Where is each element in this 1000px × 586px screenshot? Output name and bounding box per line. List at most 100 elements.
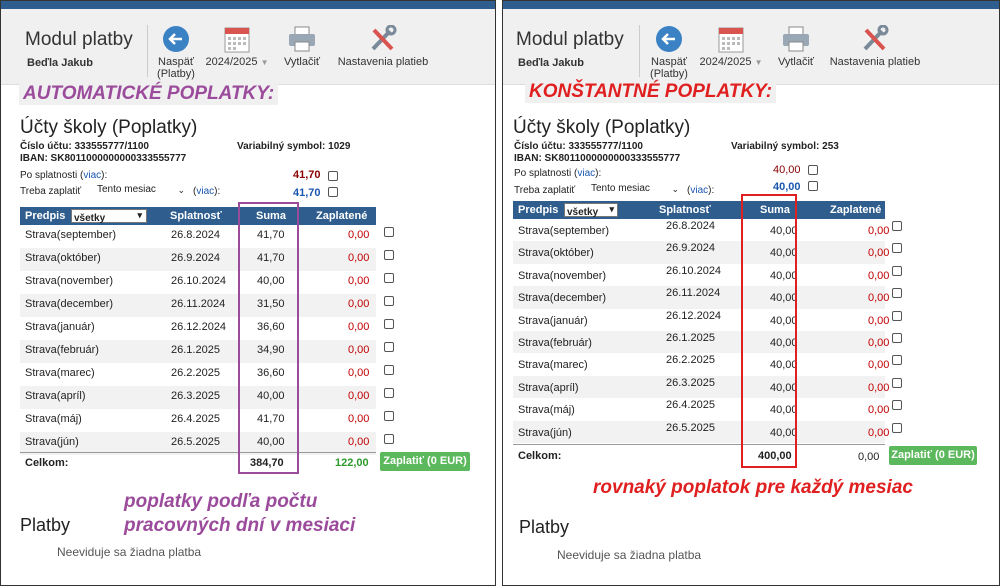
to-pay-more: (viac): <box>687 185 715 196</box>
row-paid: 0,00 <box>868 247 890 260</box>
settings-button[interactable]: Nastavenia platieb <box>333 25 433 68</box>
row-checkbox[interactable] <box>384 296 394 306</box>
row-paid: 0,00 <box>348 344 370 356</box>
row-sum: 36,60 <box>257 367 285 379</box>
to-pay-checkbox[interactable] <box>808 181 818 191</box>
to-pay-label: Treba zaplatiť <box>20 186 82 197</box>
settings-button[interactable]: Nastavenia platieb <box>825 25 925 68</box>
row-date: 26.5.2025 <box>666 421 715 434</box>
calendar-icon <box>718 27 744 53</box>
row-checkbox[interactable] <box>892 243 902 254</box>
row-sum: 40,00 <box>770 314 798 327</box>
pay-button[interactable]: Zaplatiť (0 EUR) <box>380 452 470 471</box>
print-button[interactable]: Vytlačiť <box>773 25 819 68</box>
col-date: Splatnosť <box>659 204 711 216</box>
pay-button[interactable]: Zaplatiť (0 EUR) <box>889 446 977 465</box>
row-date: 26.12.2024 <box>666 309 722 322</box>
to-pay-more-link[interactable]: viac <box>690 185 709 196</box>
to-pay-checkbox[interactable] <box>328 187 338 197</box>
year-selector[interactable]: 2024/2025 ▼ <box>205 25 269 69</box>
row-checkbox[interactable] <box>384 319 394 329</box>
row-checkbox[interactable] <box>384 388 394 398</box>
print-button[interactable]: Vytlačiť <box>279 25 325 68</box>
overdue-checkbox[interactable] <box>808 165 818 175</box>
row-checkbox[interactable] <box>892 310 902 321</box>
row-date: 26.9.2024 <box>171 252 220 264</box>
table-row: Strava(apríl) 26.3.2025 40,00 0,00 <box>20 386 376 409</box>
row-sum: 36,60 <box>257 321 285 333</box>
overdue-checkbox[interactable] <box>328 171 338 181</box>
table-row: Strava(december) 26.11.2024 40,00 0,00 <box>513 286 889 309</box>
overdue-more-link[interactable]: viac <box>83 170 102 181</box>
row-checkbox[interactable] <box>384 250 394 260</box>
row-name: Strava(november) <box>518 269 607 282</box>
row-paid: 0,00 <box>868 292 890 305</box>
row-paid: 0,00 <box>348 275 370 287</box>
year-selector[interactable]: 2024/2025 ▼ <box>699 25 763 69</box>
row-name: Strava(apríl) <box>25 390 86 402</box>
row-checkbox[interactable] <box>892 288 902 299</box>
row-checkbox[interactable] <box>384 342 394 352</box>
variable-symbol: Variabilný symbol: 253 <box>731 141 839 152</box>
row-paid: 0,00 <box>868 314 890 327</box>
row-sum: 40,00 <box>770 225 798 237</box>
row-checkbox[interactable] <box>892 333 902 343</box>
back-button[interactable]: Naspäť (Platby) <box>153 25 199 80</box>
row-checkbox[interactable] <box>384 434 394 444</box>
col-due: Predpis <box>518 204 559 216</box>
account-heading: Účty školy (Poplatky) <box>513 117 691 138</box>
row-checkbox[interactable] <box>892 400 902 411</box>
row-checkbox[interactable] <box>892 422 902 433</box>
total-divider <box>513 444 885 445</box>
filter-select[interactable]: všetky ▾ <box>564 203 618 218</box>
year-label: 2024/2025 <box>699 56 752 68</box>
filter-select[interactable]: všetky ▾ <box>71 209 147 224</box>
row-checkbox[interactable] <box>384 273 394 283</box>
chevron-down-icon: ▼ <box>260 58 269 67</box>
row-date: 26.11.2024 <box>171 298 226 310</box>
row-paid: 0,00 <box>868 359 890 372</box>
to-pay-more-link[interactable]: viac <box>196 186 215 197</box>
row-checkbox[interactable] <box>384 411 394 421</box>
row-checkbox[interactable] <box>892 355 902 366</box>
banner-constant: KONŠTANTNÉ POPLATKY: <box>525 81 777 103</box>
row-name: Strava(december) <box>25 298 114 310</box>
row-checkbox[interactable] <box>892 377 902 388</box>
chevron-down-icon: ▾ <box>137 210 142 220</box>
row-name: Strava(marec) <box>25 367 95 379</box>
row-checkbox[interactable] <box>892 265 902 276</box>
panel-separator <box>495 0 503 586</box>
back-label: Naspäť <box>651 56 687 68</box>
row-checkbox[interactable] <box>384 365 394 375</box>
table-row: Strava(máj) 26.4.2025 40,00 0,00 <box>513 398 889 420</box>
account-number: Číslo účtu: 333555777/1100 <box>514 141 643 152</box>
back-button[interactable]: Naspäť (Platby) <box>646 25 692 80</box>
row-date: 26.5.2025 <box>171 436 220 448</box>
back-arrow-icon <box>163 26 189 52</box>
settings-label: Nastavenia platieb <box>337 56 429 68</box>
iban: IBAN: SK8011000000000333555777 <box>20 153 187 164</box>
row-name: Strava(február) <box>25 344 99 356</box>
period-select[interactable]: Tento mesiac ⌄ <box>95 184 189 198</box>
overdue-more-link[interactable]: viac <box>577 168 596 179</box>
print-label: Vytlačiť <box>777 56 815 68</box>
chevron-down-icon: ▼ <box>754 58 763 67</box>
row-sum: 40,00 <box>770 359 798 372</box>
table-row: Strava(apríl) 26.3.2025 40,00 0,00 <box>513 375 889 399</box>
total-label: Celkom: <box>25 457 69 469</box>
row-date: 26.1.2025 <box>666 332 715 344</box>
panel-constant: Modul platby Beďla Jakub Naspäť (Platby)… <box>503 1 999 585</box>
tools-icon <box>371 25 397 51</box>
table-row: Strava(marec) 26.2.2025 36,60 0,00 <box>20 363 376 386</box>
print-label: Vytlačiť <box>283 56 321 68</box>
row-checkbox[interactable] <box>384 227 394 237</box>
period-select[interactable]: Tento mesiac ⌄ <box>589 183 683 197</box>
row-paid: 0,00 <box>348 298 370 310</box>
row-date: 26.11.2024 <box>666 287 721 300</box>
table-row: Strava(marec) 26.2.2025 40,00 0,00 <box>513 353 889 375</box>
no-payments-text: Neeviduje sa žiadna platba <box>57 545 202 559</box>
row-checkbox[interactable] <box>892 221 902 231</box>
user-name: Beďla Jakub <box>518 57 584 69</box>
payments-heading: Platby <box>20 515 71 535</box>
module-title: Modul platby <box>25 29 133 50</box>
